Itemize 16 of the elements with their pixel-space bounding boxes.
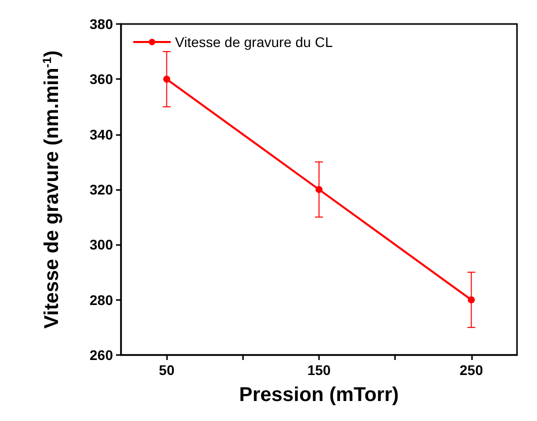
point — [316, 186, 322, 193]
y-tick-label: 360 — [90, 71, 114, 88]
y-tick-label: 340 — [90, 126, 114, 142]
point — [163, 76, 170, 83]
x-tick-label: 50 — [158, 362, 175, 378]
point — [468, 296, 475, 304]
x-tick-label: 250 — [460, 362, 484, 378]
y-tick-label: 260 — [90, 347, 114, 363]
x-tick-label: 150 — [307, 362, 331, 378]
y-axis-title: Vitesse de gravure (nm.min-1) — [40, 50, 63, 329]
y-tick-label: 380 — [90, 16, 114, 32]
y-tick-label: 320 — [90, 182, 114, 198]
y-tick-label: 300 — [90, 236, 114, 253]
x-axis-title: Pression (mTorr) — [239, 384, 399, 406]
y-tick-label: 280 — [90, 292, 114, 308]
legend-label: Vitesse de gravure du CL — [175, 34, 333, 50]
